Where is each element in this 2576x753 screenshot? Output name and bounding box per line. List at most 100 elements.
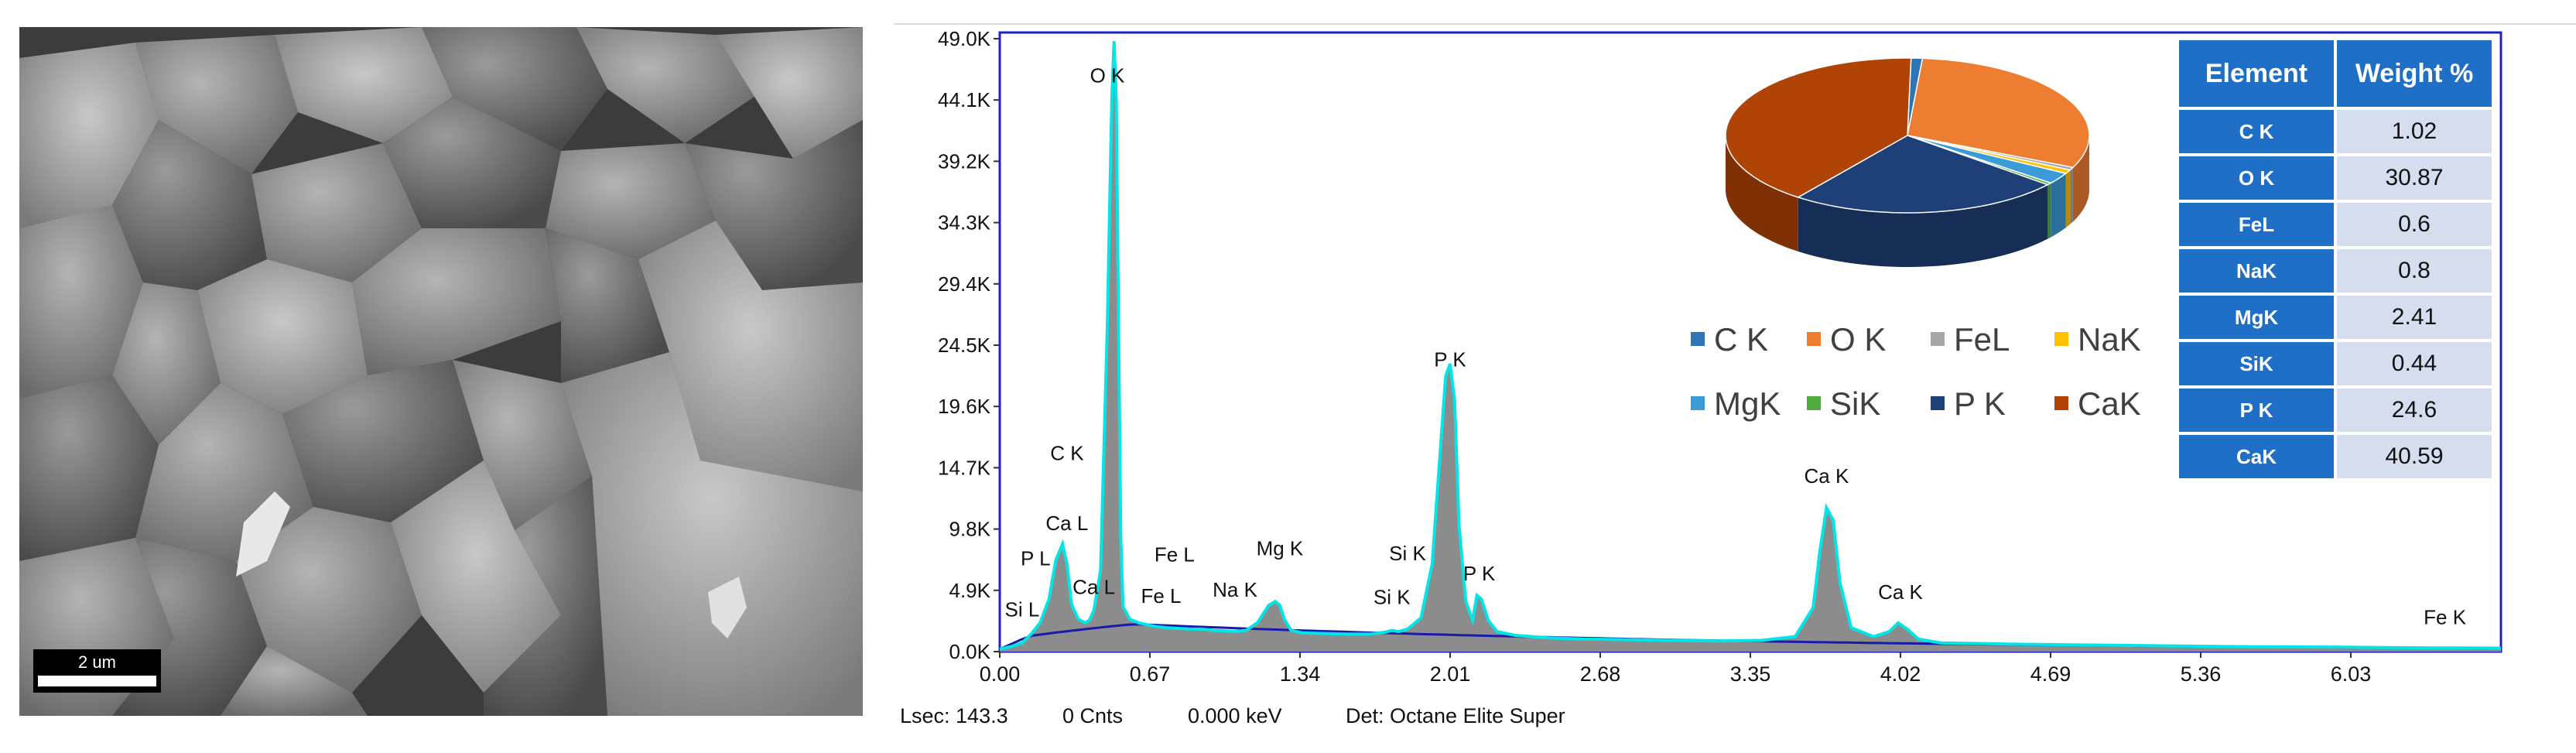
x-tick-label: 2.68 bbox=[1580, 662, 1621, 686]
pie-slice-side bbox=[2051, 173, 2066, 238]
sem-micrograph: 2 um bbox=[19, 27, 863, 716]
x-tick-label: 3.35 bbox=[1730, 662, 1771, 686]
pie-slice-side bbox=[1798, 184, 2048, 267]
scale-bar-label: 2 um bbox=[78, 652, 116, 672]
legend-item: P K bbox=[1931, 385, 2006, 423]
element-cell: CaK bbox=[2179, 435, 2334, 478]
y-tick-label: 29.4K bbox=[938, 272, 991, 296]
legend-swatch bbox=[1931, 331, 1945, 346]
legend-swatch bbox=[2054, 395, 2068, 410]
x-tick-label: 0.67 bbox=[1130, 662, 1171, 686]
composition-table: Element Weight % C K 1.02 O K 30.87 FeL 0.6 Na… bbox=[2176, 37, 2495, 481]
element-cell: P K bbox=[2179, 388, 2334, 432]
table-row: NaK 0.8 bbox=[2179, 249, 2492, 293]
weight-cell: 2.41 bbox=[2337, 296, 2492, 339]
element-cell: O K bbox=[2179, 156, 2334, 200]
sem-grain-texture bbox=[19, 27, 863, 716]
peak-label: Ca K bbox=[1878, 580, 1923, 604]
legend-item: C K bbox=[1691, 321, 1768, 358]
legend-swatch bbox=[1691, 331, 1705, 346]
peak-label: Fe K bbox=[2424, 605, 2467, 628]
x-tick-label: 4.02 bbox=[1880, 662, 1921, 686]
weight-cell: 30.87 bbox=[2337, 156, 2492, 200]
peak-label: Ca L bbox=[1045, 512, 1088, 535]
peak-label: C K bbox=[1050, 442, 1084, 465]
peak-label: Ca L bbox=[1072, 576, 1115, 599]
top-divider bbox=[894, 23, 2576, 25]
legend-label: O K bbox=[1830, 321, 1887, 358]
pie-slice bbox=[1725, 57, 1912, 198]
spectrum-outline bbox=[999, 41, 2502, 651]
pie-slice bbox=[1907, 57, 2090, 169]
y-tick-label: 9.8K bbox=[949, 518, 991, 541]
element-cell: MgK bbox=[2179, 296, 2334, 339]
table-row: O K 30.87 bbox=[2179, 156, 2492, 200]
eds-spectrum-chart: 0.0K 4.9K 9.8K 14.7K 19.6K 24.5K 29.4K 34.3K 39.… bbox=[938, 27, 2502, 686]
legend-swatch bbox=[1807, 331, 1821, 346]
legend-item: FeL bbox=[1931, 321, 2010, 358]
legend-item: O K bbox=[1807, 321, 1886, 358]
legend-label: FeL bbox=[1954, 321, 2010, 358]
legend-item: CaK bbox=[2054, 385, 2141, 423]
legend-label: MgK bbox=[1714, 385, 1781, 422]
status-detector: Det: Octane Elite Super bbox=[1346, 704, 1565, 727]
table-row: MgK 2.41 bbox=[2179, 296, 2492, 339]
legend-swatch bbox=[1691, 395, 1705, 410]
legend-swatch bbox=[2054, 331, 2068, 346]
legend-label: C K bbox=[1714, 321, 1769, 358]
table-header-element: Element bbox=[2179, 40, 2334, 107]
legend-item: MgK bbox=[1691, 385, 1781, 423]
weight-cell: 0.44 bbox=[2337, 342, 2492, 385]
peak-label: Fe L bbox=[1141, 584, 1181, 608]
weight-cell: 1.02 bbox=[2337, 110, 2492, 153]
legend-label: P K bbox=[1954, 385, 2006, 422]
y-tick-label: 4.9K bbox=[949, 579, 991, 602]
weight-cell: 24.6 bbox=[2337, 388, 2492, 432]
y-tick-label: 24.5K bbox=[938, 334, 991, 357]
element-cell: SiK bbox=[2179, 342, 2334, 385]
legend-label: SiK bbox=[1830, 385, 1881, 422]
x-tick-label: 2.01 bbox=[1430, 662, 1471, 686]
peak-label: Ca K bbox=[1805, 464, 1849, 488]
composition-pie-chart bbox=[1725, 57, 2090, 267]
peak-label: Si L bbox=[1005, 598, 1040, 621]
status-kev: 0.000 keV bbox=[1188, 704, 1282, 727]
status-lsec: Lsec: 143.3 bbox=[900, 704, 1008, 727]
table-row: CaK 40.59 bbox=[2179, 435, 2492, 478]
table-header-weight: Weight % bbox=[2337, 40, 2492, 107]
y-tick-label: 39.2K bbox=[938, 149, 991, 173]
scale-bar-line bbox=[38, 676, 156, 686]
weight-cell: 40.59 bbox=[2337, 435, 2492, 478]
legend-swatch bbox=[1931, 395, 1945, 410]
peak-label: Mg K bbox=[1257, 537, 1304, 560]
peak-label: P K bbox=[1434, 347, 1466, 371]
x-tick-label: 1.34 bbox=[1280, 662, 1321, 686]
y-tick-label: 19.6K bbox=[938, 395, 991, 418]
table-row: SiK 0.44 bbox=[2179, 342, 2492, 385]
pie-slice-side bbox=[2070, 167, 2073, 224]
x-tick-label: 0.00 bbox=[980, 662, 1021, 686]
element-cell: FeL bbox=[2179, 203, 2334, 246]
x-tick-label: 6.03 bbox=[2331, 662, 2372, 686]
legend-swatch bbox=[1807, 395, 1821, 410]
pie-slice-side bbox=[2047, 183, 2051, 239]
composition-table-body: C K 1.02 O K 30.87 FeL 0.6 NaK 0.8 MgK 2.41 SiK 0.4… bbox=[2179, 110, 2492, 478]
peak-label: P K bbox=[1463, 562, 1496, 585]
legend-label: NaK bbox=[2078, 321, 2141, 358]
peak-label: O K bbox=[1090, 64, 1125, 87]
element-cell: NaK bbox=[2179, 249, 2334, 293]
scale-bar: 2 um bbox=[33, 649, 161, 693]
table-row: FeL 0.6 bbox=[2179, 203, 2492, 246]
y-tick-label: 0.0K bbox=[949, 640, 991, 663]
y-tick-label: 44.1K bbox=[938, 88, 991, 111]
pie-slice-side bbox=[1726, 135, 1798, 252]
legend-item: NaK bbox=[2054, 321, 2141, 358]
element-cell: C K bbox=[2179, 110, 2334, 153]
y-tick-label: 14.7K bbox=[938, 456, 991, 479]
y-tick-label: 34.3K bbox=[938, 211, 991, 234]
peak-label: Na K bbox=[1213, 578, 1257, 601]
status-counts: 0 Cnts bbox=[1062, 704, 1124, 727]
weight-cell: 0.6 bbox=[2337, 203, 2492, 246]
peak-label: P L bbox=[1021, 546, 1051, 570]
legend-label: CaK bbox=[2078, 385, 2141, 422]
